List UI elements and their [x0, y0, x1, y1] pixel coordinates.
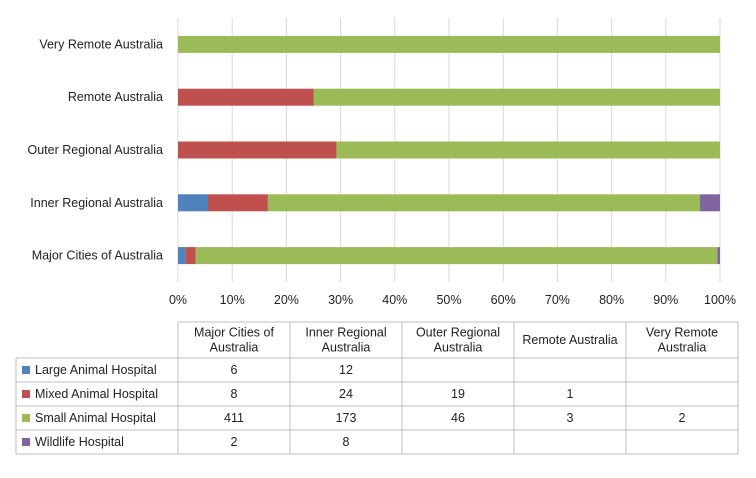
bar-large-animal-hospital-inner-regional-australia — [178, 194, 208, 212]
legend-label-wildlife-hospital: Wildlife Hospital — [35, 435, 124, 449]
table-header-inner-regional-australia: Inner Regional Australia — [305, 326, 386, 355]
legend-swatch-wildlife-hospital — [22, 438, 30, 446]
bar-mixed-animal-hospital-inner-regional-australia — [207, 194, 268, 212]
legend-swatch-large-animal-hospital — [22, 366, 30, 374]
bar-mixed-animal-hospital-major-cities-of-australia — [185, 247, 196, 265]
category-labels: Major Cities of Australia Inner Regional … — [28, 37, 164, 262]
bar-mixed-animal-hospital-remote-australia — [178, 88, 314, 106]
legend-label-large-animal-hospital: Large Animal Hospital — [35, 363, 157, 377]
table-cell-small-animal-hospital-very-remote-australia: 2 — [679, 411, 686, 425]
legend-swatch-small-animal-hospital — [22, 414, 30, 422]
x-tick-label-0: 0% — [169, 293, 187, 307]
table-header-outer-regional-australia: Outer Regional Australia — [416, 326, 500, 355]
legend-label-small-animal-hospital: Small Animal Hospital — [35, 411, 156, 425]
x-tick-label-3: 30% — [328, 293, 353, 307]
x-tick-label-10: 100% — [704, 293, 736, 307]
x-tick-label-9: 90% — [653, 293, 678, 307]
bar-small-animal-hospital-inner-regional-australia — [267, 194, 701, 212]
table-cell-mixed-animal-hospital-inner-regional-australia: 24 — [339, 387, 353, 401]
table-cell-mixed-animal-hospital-outer-regional-australia: 19 — [451, 387, 465, 401]
table-cell-mixed-animal-hospital-major-cities-of-australia: 8 — [231, 387, 238, 401]
data-table: Major Cities of Australia Inner Regional Au… — [15, 321, 739, 455]
table-cell-large-animal-hospital-major-cities-of-australia: 6 — [231, 363, 238, 377]
category-label-inner-regional-australia: Inner Regional Australia — [30, 196, 163, 210]
table-cell-wildlife-hospital-inner-regional-australia: 8 — [343, 435, 350, 449]
bar-small-animal-hospital-major-cities-of-australia — [195, 247, 718, 265]
bar-mixed-animal-hospital-outer-regional-australia — [178, 141, 337, 159]
bar-wildlife-hospital-major-cities-of-australia — [717, 247, 720, 265]
table-cell-small-animal-hospital-outer-regional-australia: 46 — [451, 411, 465, 425]
bar-small-animal-hospital-very-remote-australia — [178, 35, 720, 53]
category-label-very-remote-australia: Very Remote Australia — [39, 37, 163, 51]
table-header-major-cities-of-australia: Major Cities of Australia — [194, 326, 274, 355]
table-header-remote-australia: Remote Australia — [522, 333, 617, 347]
x-tick-label-6: 60% — [491, 293, 516, 307]
table-cell-large-animal-hospital-inner-regional-australia: 12 — [339, 363, 353, 377]
x-tick-label-2: 20% — [274, 293, 299, 307]
x-tick-label-7: 70% — [545, 293, 570, 307]
x-tick-labels: 0% 10% 20% 30% 40% 50% 60% 70% 80% 90% 100% — [169, 293, 736, 307]
category-label-outer-regional-australia: Outer Regional Australia — [28, 143, 164, 157]
bar-wildlife-hospital-inner-regional-australia — [700, 194, 720, 212]
table-cell-wildlife-hospital-major-cities-of-australia: 2 — [231, 435, 238, 449]
x-tick-label-4: 40% — [382, 293, 407, 307]
table-cell-mixed-animal-hospital-remote-australia: 1 — [567, 387, 574, 401]
category-label-remote-australia: Remote Australia — [68, 90, 163, 104]
bar-small-animal-hospital-remote-australia — [313, 88, 720, 106]
bar-large-animal-hospital-major-cities-of-australia — [178, 247, 186, 265]
table-cell-small-animal-hospital-inner-regional-australia: 173 — [336, 411, 357, 425]
x-tick-label-1: 10% — [220, 293, 245, 307]
table-header-very-remote-australia: Very Remote Australia — [646, 326, 718, 355]
x-tick-label-8: 80% — [599, 293, 624, 307]
legend-label-mixed-animal-hospital: Mixed Animal Hospital — [35, 387, 158, 401]
x-tick-label-5: 50% — [436, 293, 461, 307]
legend-swatch-mixed-animal-hospital — [22, 390, 30, 398]
table-cell-small-animal-hospital-major-cities-of-australia: 411 — [224, 411, 244, 425]
bars-layer — [178, 35, 720, 265]
table-cell-small-animal-hospital-remote-australia: 3 — [567, 411, 574, 425]
category-label-major-cities-of-australia: Major Cities of Australia — [32, 249, 163, 263]
bar-small-animal-hospital-outer-regional-australia — [336, 141, 720, 159]
